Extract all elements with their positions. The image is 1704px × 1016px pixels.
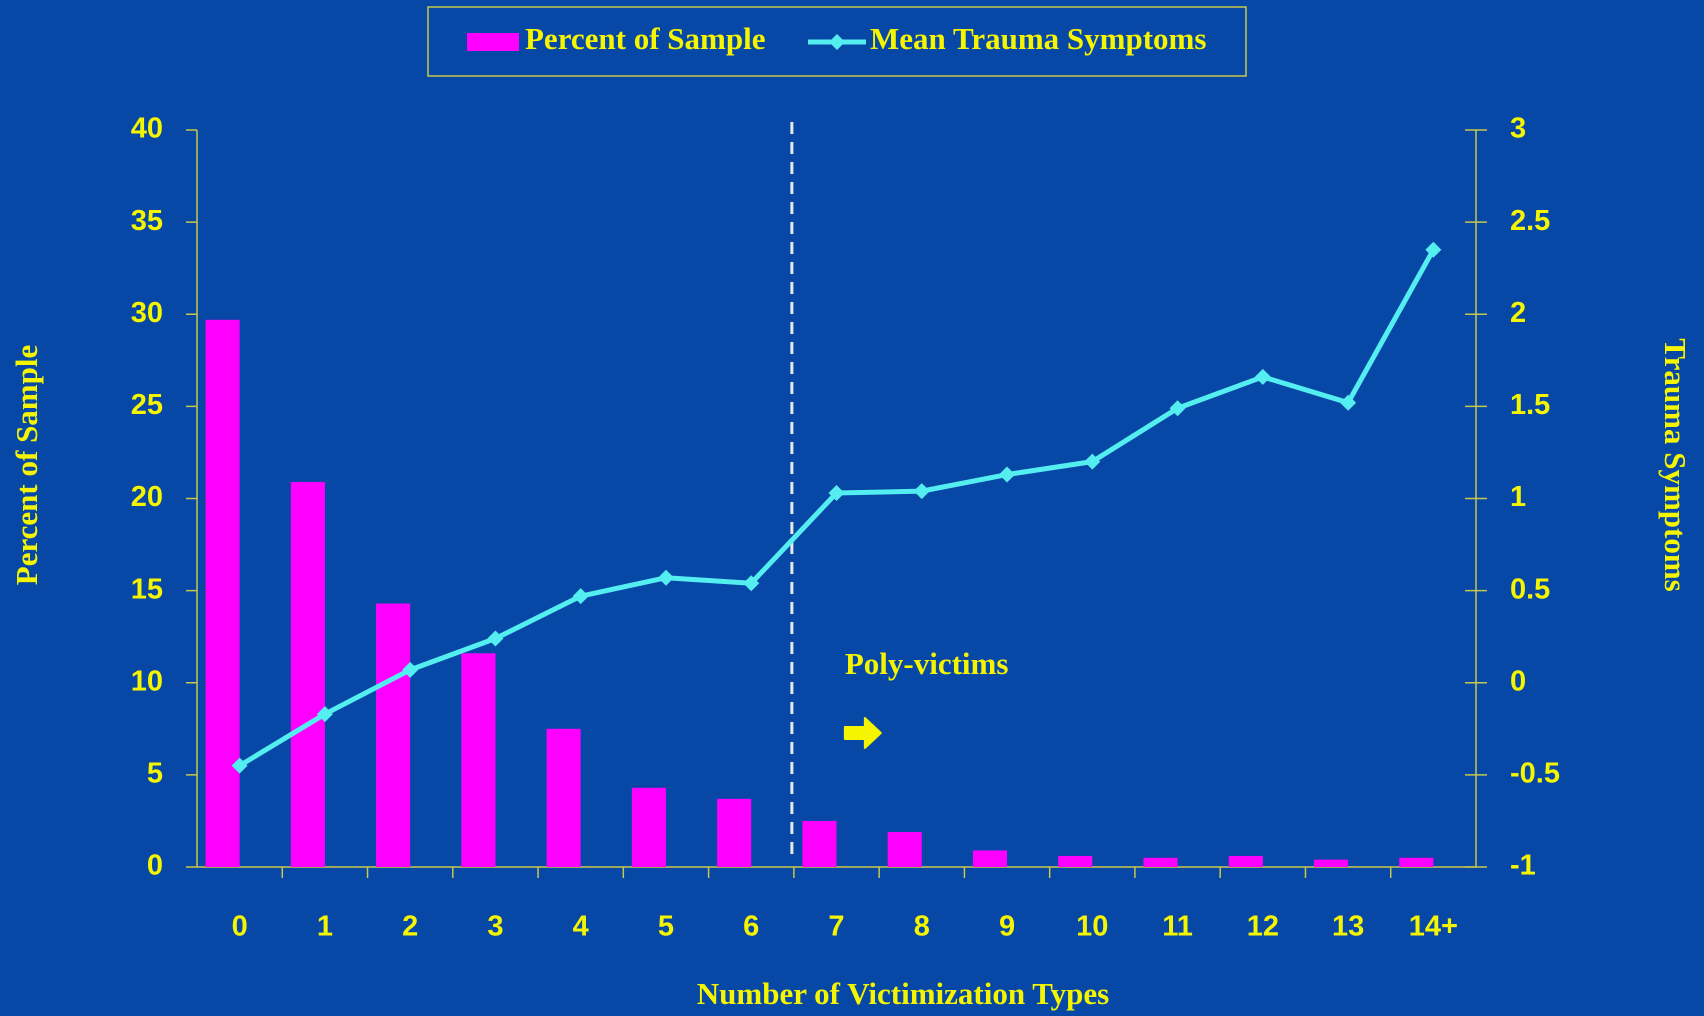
bar — [376, 603, 411, 867]
marker — [657, 569, 674, 586]
marker — [828, 484, 845, 501]
y2-tick-label: 3 — [1510, 113, 1526, 145]
marker — [999, 466, 1016, 483]
bar — [887, 831, 922, 867]
annotation: Poly-victims — [845, 646, 1009, 681]
x-tick-label: 5 — [658, 911, 674, 943]
marker — [1425, 241, 1442, 258]
annotation-arrow — [843, 717, 882, 749]
bar — [1399, 857, 1434, 867]
bar — [1228, 855, 1263, 867]
y2-tick-label: 1 — [1510, 481, 1526, 513]
y2-tick-label: -1 — [1510, 850, 1536, 882]
x-tick-label: 6 — [743, 911, 759, 943]
y-tick-label: 20 — [131, 481, 163, 513]
x-tick-label: 11 — [1162, 911, 1193, 943]
y2-tick-label: -0.5 — [1510, 758, 1560, 790]
x-tick-label: 13 — [1332, 911, 1364, 943]
bar — [290, 481, 325, 867]
bar — [461, 653, 496, 867]
marker — [402, 661, 419, 678]
x-axis-title: Number of Victimization Types — [697, 976, 1109, 1011]
bar — [802, 820, 837, 867]
y-tick-label: 35 — [131, 205, 163, 237]
x-tick-label: 2 — [402, 911, 418, 943]
y2-tick-label: 2 — [1510, 297, 1526, 329]
x-tick-label: 8 — [914, 911, 930, 943]
y2-tick-label: 0 — [1510, 665, 1526, 697]
y2-tick-label: 0.5 — [1510, 573, 1550, 605]
marker — [231, 757, 248, 774]
bar — [717, 798, 752, 867]
x-tick-label: 10 — [1076, 911, 1108, 943]
marker — [913, 483, 930, 500]
x-tick-label: 12 — [1247, 911, 1279, 943]
legend-label: Percent of Sample — [525, 21, 765, 56]
bar — [1058, 855, 1093, 867]
legend-swatch — [467, 33, 519, 51]
marker — [487, 630, 504, 647]
bar — [972, 850, 1008, 867]
legend-marker — [829, 34, 845, 50]
x-tick-label: 14+ — [1409, 911, 1458, 943]
marker — [1340, 394, 1357, 411]
marker — [743, 575, 760, 592]
x-tick-label: 1 — [317, 911, 333, 943]
y2-tick-label: 1.5 — [1510, 389, 1550, 421]
y-tick-label: 25 — [131, 389, 163, 421]
marker — [572, 588, 589, 605]
y2-tick-label: 2.5 — [1510, 205, 1550, 237]
x-tick-label: 0 — [232, 911, 248, 943]
legend-label: Mean Trauma Symptoms — [870, 21, 1206, 56]
y-tick-label: 0 — [147, 850, 163, 882]
x-tick-label: 7 — [828, 911, 844, 943]
bar — [631, 787, 666, 867]
bar — [546, 728, 581, 867]
y-axis-title: Percent of Sample — [9, 345, 44, 585]
y-tick-label: 5 — [147, 758, 163, 790]
bar — [1313, 859, 1349, 867]
y-tick-label: 30 — [131, 297, 163, 329]
y-tick-label: 40 — [131, 113, 163, 145]
x-tick-label: 3 — [487, 911, 503, 943]
bar — [1143, 857, 1178, 867]
y-tick-label: 10 — [131, 665, 163, 697]
marker — [1254, 368, 1271, 385]
x-tick-label: 9 — [999, 911, 1015, 943]
x-tick-label: 4 — [573, 911, 589, 943]
marker — [1084, 453, 1101, 470]
marker — [1169, 400, 1186, 417]
y-tick-label: 15 — [131, 573, 163, 605]
y2-axis-title: Trauma Symptoms — [1658, 338, 1693, 591]
bar — [205, 319, 240, 868]
marker — [316, 706, 333, 723]
